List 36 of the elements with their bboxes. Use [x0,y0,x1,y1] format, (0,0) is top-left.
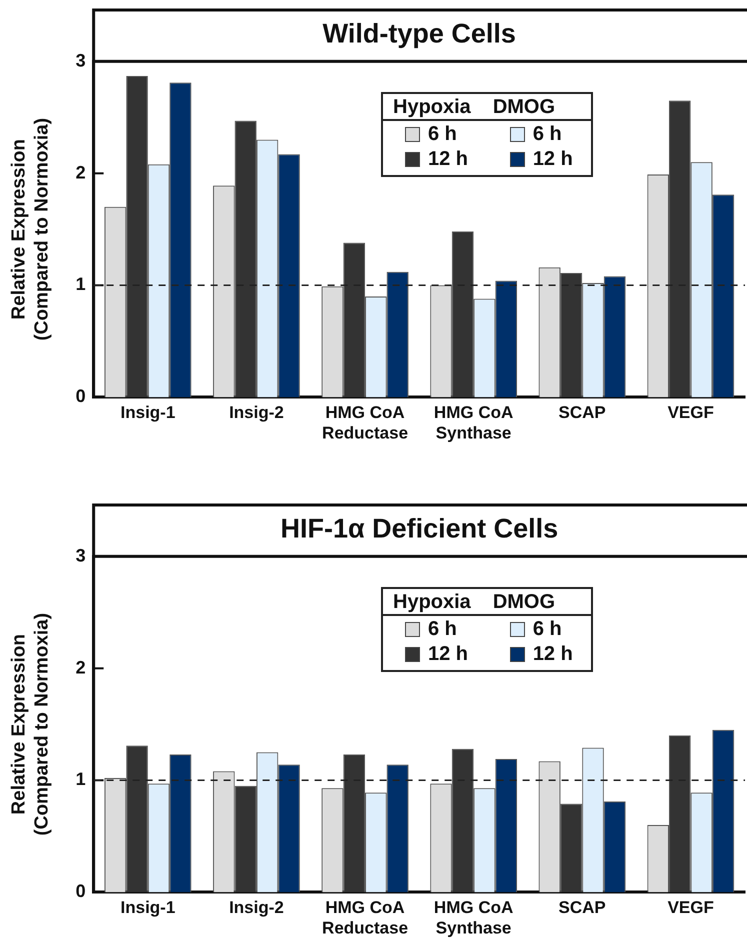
x-tick-label: Insig-1 [120,403,176,422]
y-tick-label: 3 [76,545,86,566]
x-tick-label: Insig-2 [229,898,284,918]
legend-label: 6 h [428,123,457,146]
legend-label: 6 h [532,123,562,146]
x-tick-label: HMG CoA Synthase [434,403,514,442]
legend-label: 6 h [532,618,562,641]
y-axis-title: Relative Expression (Compared to Normoxia) [8,118,52,341]
legend-label: 12 h [532,148,573,171]
x-tick-label: VEGF [668,898,714,918]
y-axis-title: Relative Expression (Compared to Normoxia) [8,612,52,836]
annotation: DMOG [492,96,556,119]
y-tick-label: 0 [76,386,86,406]
y-tick-label: 0 [76,881,86,902]
legend-label: 12 h [532,643,573,666]
y-tick-label: 1 [76,769,86,790]
x-tick-label: VEGF [668,403,714,422]
x-tick-label: Insig-1 [120,898,176,918]
legend-label: 12 h [428,643,468,666]
x-tick-label: HMG CoA Synthase [434,898,514,938]
annotation: Hypoxia [392,591,471,614]
chart-title: Wild-type Cells [322,18,516,49]
y-tick-label: 2 [76,162,86,182]
y-tick-label: 3 [76,50,86,70]
legend-label: 6 h [428,618,457,641]
annotation: Hypoxia [392,96,471,119]
x-tick-label: SCAP [558,403,606,422]
chart-title: HIF-1α Deficient Cells [280,514,558,544]
x-tick-label: HMG CoA Reductase [322,403,408,442]
y-tick-label: 2 [76,657,86,678]
x-tick-label: Insig-2 [229,403,284,422]
y-tick-label: 1 [76,274,86,294]
x-tick-label: HMG CoA Reductase [322,898,408,938]
x-tick-label: SCAP [558,898,606,918]
annotation: DMOG [492,591,556,614]
legend-label: 12 h [428,148,468,171]
